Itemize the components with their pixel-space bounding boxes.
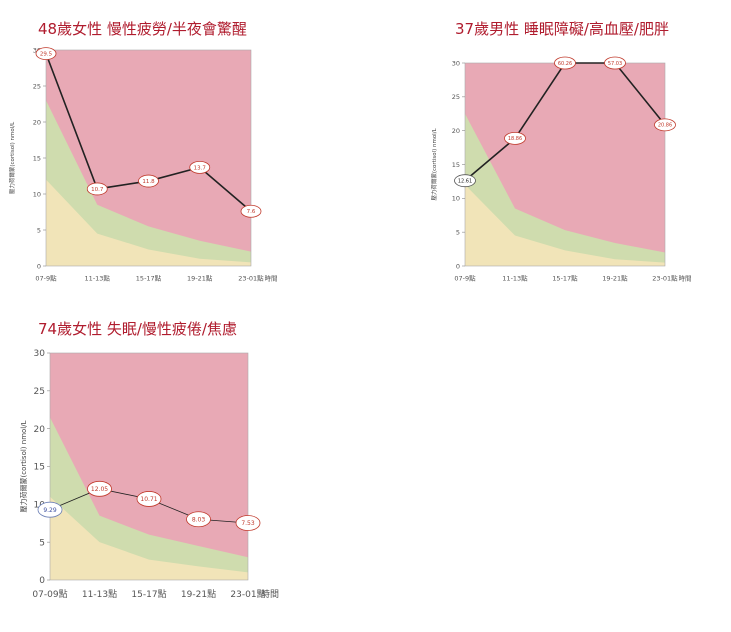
y-tick-label: 30 xyxy=(34,349,46,359)
low-zone-area xyxy=(50,496,248,580)
y-axis-label: 壓力荷爾蒙(cortisol) nmol/L xyxy=(8,121,16,194)
data-point xyxy=(136,491,162,507)
y-axis-label: 壓力荷爾蒙(cortisol) nmol/L xyxy=(430,127,438,200)
chart-title: 74歲女性 失眠/慢性疲倦/焦慮 xyxy=(38,320,237,338)
x-tick-label: 11-13點 xyxy=(85,274,111,283)
data-point xyxy=(186,511,211,528)
y-tick-label: 0 xyxy=(456,262,460,270)
x-tick-label: 19-21點 xyxy=(181,588,216,600)
y-tick-label: 20 xyxy=(34,425,46,435)
chart-title: 48歲女性 慢性疲勞/半夜會驚醒 xyxy=(38,20,247,38)
chart-3-plot: 0 5 10 15 20 25 30 07-09點 11-13點 15-17點 19-21點 23-0… xyxy=(19,349,279,600)
y-tick-label: 15 xyxy=(452,161,460,169)
data-point xyxy=(454,174,476,188)
data-label: 29.5 xyxy=(40,52,53,58)
x-tick-label: 23-01點 xyxy=(238,274,264,283)
x-axis-label: 時間 xyxy=(261,589,279,600)
data-point xyxy=(235,515,261,531)
data-point xyxy=(37,501,63,518)
y-tick-label: 5 xyxy=(39,538,45,548)
data-point xyxy=(138,174,159,188)
x-axis-label: 時間 xyxy=(679,275,692,283)
x-tick-label: 07-9點 xyxy=(454,274,476,283)
data-label: 57.03 xyxy=(608,61,622,67)
x-tick-label: 19-21點 xyxy=(187,274,213,283)
data-label: 7.6 xyxy=(247,209,256,215)
low-zone-area xyxy=(46,179,251,266)
y-tick-label: 30 xyxy=(33,46,41,54)
x-tick-label: 11-13點 xyxy=(502,274,528,283)
normal-zone-area xyxy=(46,100,251,267)
normal-zone-area xyxy=(465,113,665,266)
chart-1-plot: 0 5 10 15 20 25 30 07-9點 11-13點 15-17點 19-21點 23-01… xyxy=(8,46,278,283)
data-label: 18.86 xyxy=(508,136,522,142)
normal-zone-area xyxy=(50,417,248,580)
y-tick-label: 0 xyxy=(37,262,41,270)
data-point xyxy=(504,131,526,145)
chart-panel-3: 74歲女性 失眠/慢性疲倦/焦慮 0 5 10 15 20 25 30 07-09點 11-13… xyxy=(0,0,300,632)
y-tick-label: 5 xyxy=(456,228,460,236)
x-tick-label: 23-01點 xyxy=(230,588,265,600)
x-tick-label: 23-01點 xyxy=(652,274,678,283)
data-point xyxy=(35,47,57,60)
y-tick-label: 5 xyxy=(37,226,41,234)
x-tick-label: 07-9點 xyxy=(35,274,57,283)
low-zone-area xyxy=(465,184,665,266)
x-tick-label: 07-09點 xyxy=(32,588,67,600)
chart-panel-1: 48歲女性 慢性疲勞/半夜會驚醒 0 5 10 15 20 25 30 07-9點 11-13點… xyxy=(0,0,300,300)
data-label: 9.29 xyxy=(43,507,57,514)
data-label: 10.71 xyxy=(140,496,157,503)
x-axis-label: 時間 xyxy=(265,275,278,283)
y-tick-label: 10 xyxy=(452,195,460,203)
data-point xyxy=(554,56,576,70)
data-label: 11.8 xyxy=(142,179,155,185)
chart-panel-2: 37歲男性 睡眠障礙/高血壓/肥胖 0 5 10 15 20 25 30 07-9點 11-13… xyxy=(0,0,731,300)
x-tick-label: 15-17點 xyxy=(552,274,578,283)
x-tick-label: 19-21點 xyxy=(602,274,628,283)
y-tick-label: 15 xyxy=(33,154,41,162)
y-tick-label: 30 xyxy=(452,59,460,67)
x-tick-label: 11-13點 xyxy=(82,588,117,600)
y-tick-label: 25 xyxy=(452,93,460,101)
y-tick-label: 25 xyxy=(33,82,41,90)
data-label: 12.05 xyxy=(91,486,108,493)
data-point xyxy=(86,182,108,196)
x-tick-label: 15-17點 xyxy=(136,274,162,283)
y-tick-label: 15 xyxy=(34,463,45,473)
data-point xyxy=(189,160,211,174)
x-tick-label: 15-17點 xyxy=(131,588,166,600)
data-label: 10.7 xyxy=(91,187,104,193)
y-axis-label: 壓力荷爾蒙(cortisol) nmol/L xyxy=(19,420,28,512)
y-tick-label: 25 xyxy=(34,387,45,397)
data-point xyxy=(87,480,112,497)
chart-2-plot: 0 5 10 15 20 25 30 07-9點 11-13點 15-17點 19-21點 23-01… xyxy=(430,56,692,283)
data-point xyxy=(240,204,262,218)
y-tick-label: 0 xyxy=(39,576,45,586)
y-tick-label: 10 xyxy=(33,190,41,198)
data-label: 7.53 xyxy=(241,520,255,527)
y-tick-label: 20 xyxy=(452,127,460,135)
data-label: 60.26 xyxy=(558,61,572,67)
data-label: 13.7 xyxy=(194,165,207,171)
y-tick-label: 20 xyxy=(33,118,41,126)
data-point xyxy=(604,56,626,70)
data-point xyxy=(654,118,676,132)
data-label: 12.61 xyxy=(458,178,472,184)
y-tick-label: 10 xyxy=(34,500,46,510)
data-label: 20.86 xyxy=(658,123,672,129)
chart-title: 37歲男性 睡眠障礙/高血壓/肥胖 xyxy=(455,20,669,38)
data-label: 8.03 xyxy=(192,516,206,523)
